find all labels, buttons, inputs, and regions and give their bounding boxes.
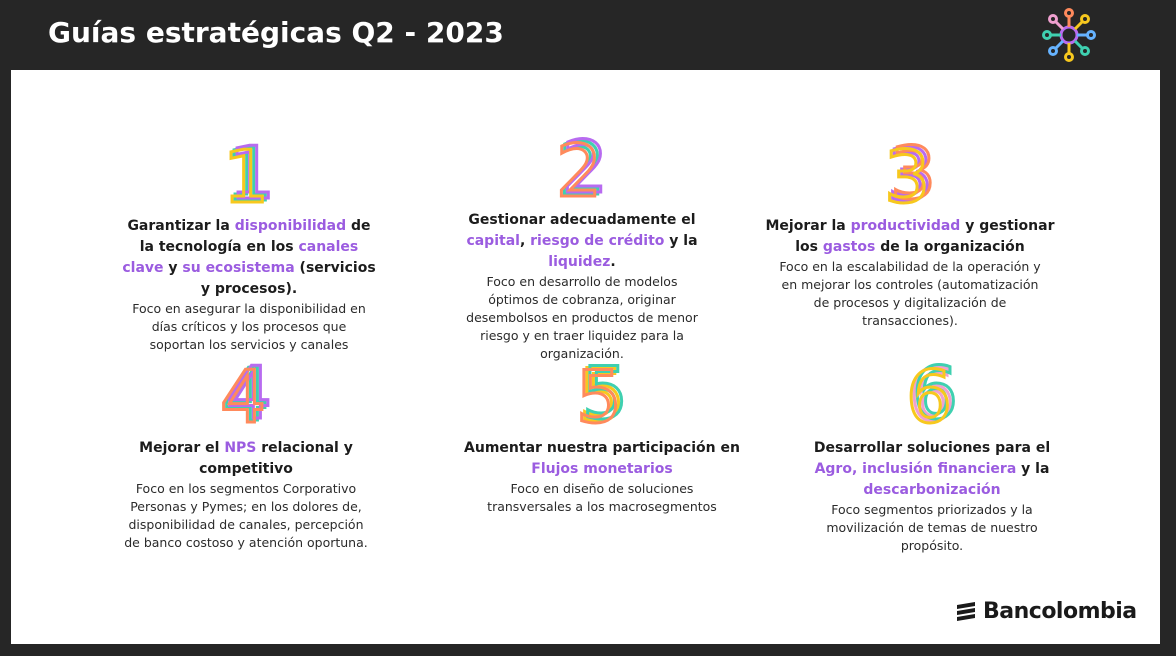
bancolombia-mark-icon <box>957 602 975 621</box>
highlighted-text: su ecosistema <box>182 260 295 276</box>
guide-item-1: 1 1 1 Garantizar la disponibilidad de la… <box>121 132 377 354</box>
highlighted-text: capital <box>466 233 520 249</box>
svg-text:3: 3 <box>890 132 936 212</box>
highlighted-text: disponibilidad <box>234 218 347 234</box>
svg-text:4: 4 <box>226 352 272 432</box>
number-3-graphic: 3 3 3 <box>883 132 938 212</box>
heading-text: Gestionar adecuadamente el <box>468 212 696 228</box>
bancolombia-logo: Bancolombia <box>955 598 1137 624</box>
svg-text:2: 2 <box>562 126 608 206</box>
heading-text: y la <box>1016 461 1050 477</box>
highlighted-text: descarbonización <box>863 482 1001 498</box>
heading-text: y <box>163 260 183 276</box>
highlighted-text: liquidez <box>548 254 611 270</box>
highlighted-text: canales clave <box>122 239 359 276</box>
highlighted-text: Flujos monetarios <box>531 461 673 477</box>
svg-text:6: 6 <box>912 352 958 432</box>
guide-heading-3: Mejorar la productividad y gestionar los… <box>765 216 1055 258</box>
highlighted-text: gastos <box>822 239 876 255</box>
heading-text: . <box>610 254 616 270</box>
guide-heading-5: Aumentar nuestra participación en Flujos… <box>457 438 747 480</box>
highlighted-text: riesgo de crédito <box>530 233 665 249</box>
guide-item-3: 3 3 3 Mejorar la productividad y gestion… <box>765 132 1055 330</box>
heading-text: de la tecnología en los <box>139 218 371 255</box>
number-1-graphic: 1 1 1 <box>222 132 277 212</box>
highlighted-text: Agro, <box>814 461 858 477</box>
guide-description-1: Foco en asegurar la disponibilidad en dí… <box>132 301 366 352</box>
heading-text: de la organización <box>875 239 1025 255</box>
svg-text:4: 4 <box>220 355 266 432</box>
guide-heading-1: Garantizar la disponibilidad de la tecno… <box>121 216 377 300</box>
guide-item-4: 4 4 4 Mejorar el NPS relacional y compet… <box>121 352 371 552</box>
heading-text: Garantizar la <box>127 218 235 234</box>
heading-text: y gestionar los <box>795 218 1055 255</box>
heading-text: y la <box>664 233 698 249</box>
number-4-graphic: 4 4 4 <box>219 352 274 432</box>
heading-text: Desarrollar soluciones para el <box>813 440 1051 456</box>
guide-description-3: Foco en la escalabilidad de la operación… <box>779 259 1041 328</box>
highlighted-text: productividad <box>850 218 961 234</box>
svg-text:6: 6 <box>909 353 955 432</box>
svg-text:3: 3 <box>884 135 930 212</box>
svg-text:1: 1 <box>223 135 269 212</box>
svg-text:6: 6 <box>906 355 952 432</box>
guide-description-6: Foco segmentos priorizados y la moviliza… <box>826 502 1038 553</box>
highlighted-text: inclusión financiera <box>862 461 1017 477</box>
svg-text:4: 4 <box>223 353 269 432</box>
heading-text: Mejorar la <box>765 218 851 234</box>
svg-text:5: 5 <box>576 355 622 432</box>
heading-text: Mejorar el <box>139 440 225 456</box>
guide-heading-2: Gestionar adecuadamente el capital, ries… <box>447 210 717 273</box>
guide-item-6: 6 6 6 Desarrollar soluciones para el Agr… <box>797 352 1067 555</box>
brand-name: Bancolombia <box>983 598 1137 624</box>
heading-text: (servicios y procesos). <box>200 260 376 297</box>
svg-text:2: 2 <box>559 127 605 206</box>
number-2-graphic: 2 2 2 <box>555 126 610 206</box>
svg-text:5: 5 <box>582 352 628 432</box>
network-logo-icon <box>1042 8 1096 62</box>
svg-text:2: 2 <box>556 129 602 206</box>
number-5-graphic: 5 5 5 <box>575 352 630 432</box>
guide-description-5: Foco en diseño de soluciones transversal… <box>487 481 717 514</box>
guide-description-4: Foco en los segmentos Corporativo Person… <box>124 481 368 550</box>
guide-item-5: 5 5 5 Aumentar nuestra participación en … <box>457 352 747 516</box>
header-bar: Guías estratégicas Q2 - 2023 <box>0 0 1176 70</box>
guide-item-2: 2 2 2 Gestionar adecuadamente el capital… <box>447 126 717 363</box>
slide-content: 1 1 1 Garantizar la disponibilidad de la… <box>11 70 1160 644</box>
page-title: Guías estratégicas Q2 - 2023 <box>48 16 504 49</box>
svg-text:5: 5 <box>579 353 625 432</box>
svg-text:1: 1 <box>229 132 275 212</box>
guide-description-2: Foco en desarrollo de modelos óptimos de… <box>466 274 698 361</box>
heading-text: , <box>519 233 531 249</box>
svg-text:3: 3 <box>887 133 933 212</box>
heading-text: relacional y competitivo <box>199 440 353 477</box>
svg-text:1: 1 <box>226 133 272 212</box>
heading-text: Aumentar nuestra participación en <box>464 440 740 456</box>
guide-heading-6: Desarrollar soluciones para el Agro, inc… <box>797 438 1067 501</box>
guide-heading-4: Mejorar el NPS relacional y competitivo <box>121 438 371 480</box>
highlighted-text: NPS <box>224 440 257 456</box>
number-6-graphic: 6 6 6 <box>905 352 960 432</box>
